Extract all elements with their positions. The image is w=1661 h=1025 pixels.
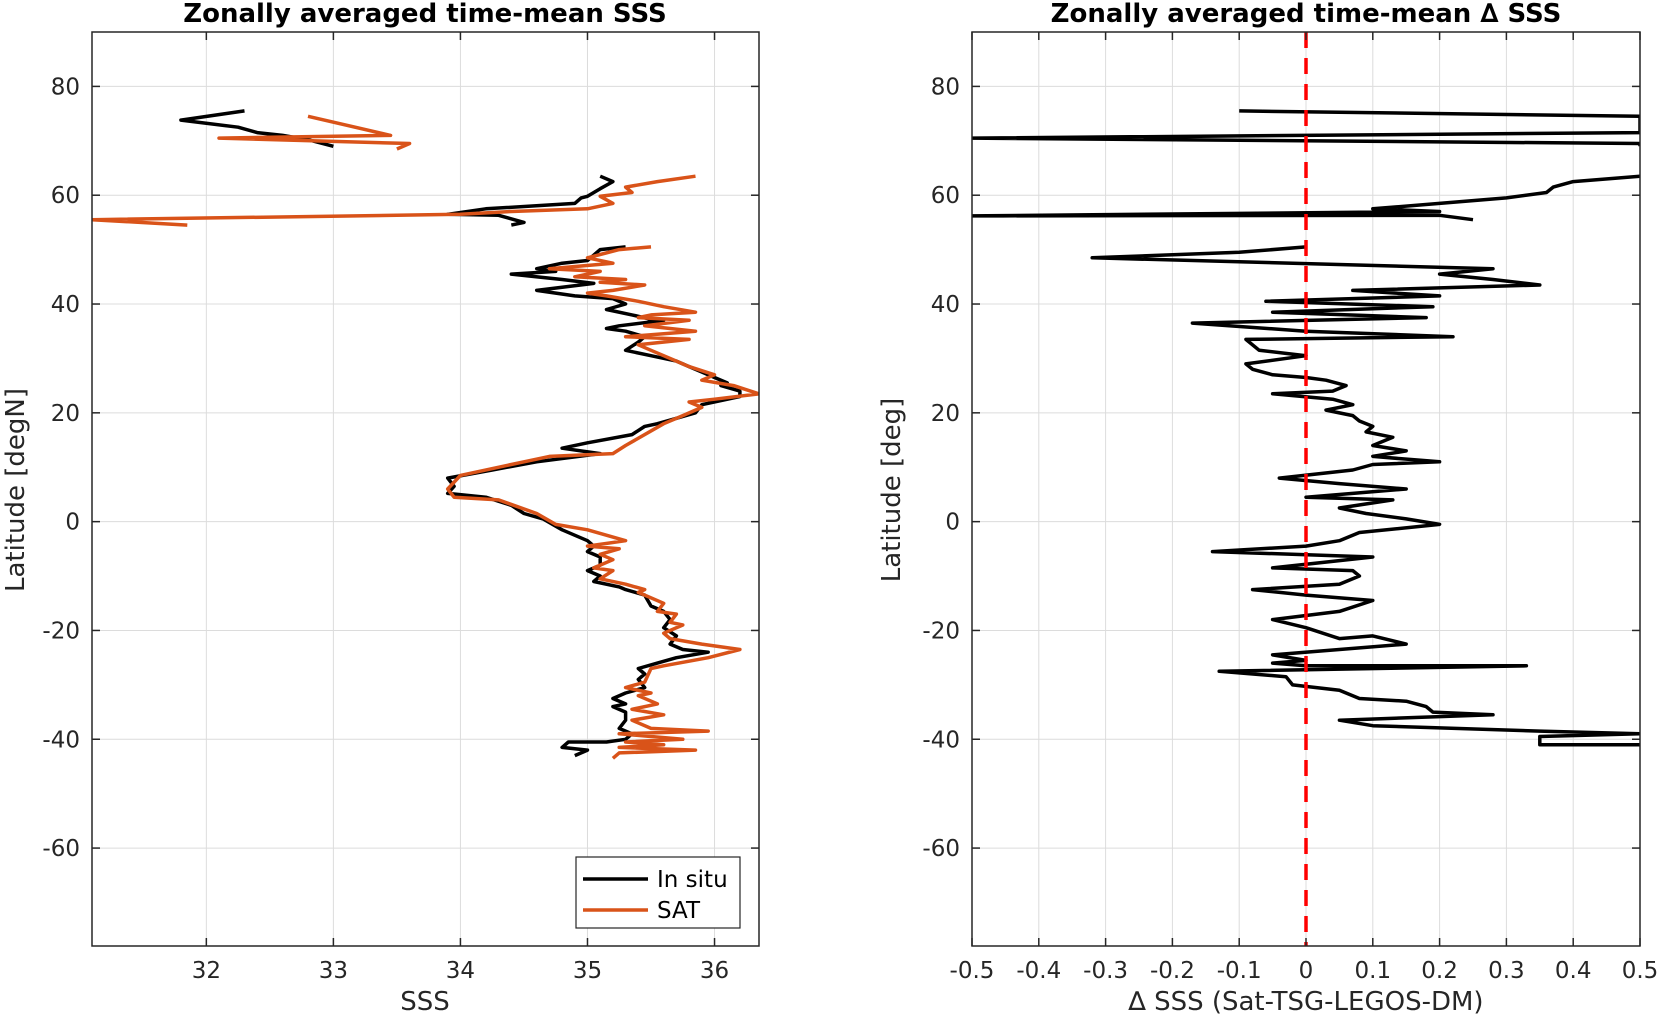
tick-labels: 32 33 34 35 36 -60 -40 -20 0 20 40 60 80 bbox=[42, 32, 759, 984]
x-tick-label: 0 bbox=[1299, 958, 1314, 984]
x-tick-label: -0.3 bbox=[1083, 958, 1128, 984]
y-tick-label: -20 bbox=[42, 618, 80, 644]
y-tick-label: 20 bbox=[931, 401, 960, 427]
chart-title: Zonally averaged time-mean SSS bbox=[183, 0, 667, 29]
y-tick-label: -60 bbox=[922, 836, 960, 862]
x-tick-label: -0.1 bbox=[1217, 958, 1262, 984]
chart-title: Zonally averaged time-mean ∆ SSS bbox=[1051, 0, 1562, 29]
y-tick-label: 0 bbox=[65, 510, 80, 536]
x-tick-label: 0.4 bbox=[1555, 958, 1592, 984]
legend-label-insitu: In situ bbox=[657, 867, 728, 893]
x-tick-label: 0.3 bbox=[1488, 958, 1525, 984]
x-tick-label: -0.2 bbox=[1150, 958, 1195, 984]
series-group bbox=[92, 109, 759, 760]
series-line-sat bbox=[445, 245, 759, 760]
grid bbox=[92, 32, 759, 946]
x-tick-label: -0.5 bbox=[950, 958, 995, 984]
legend-box bbox=[575, 856, 741, 929]
y-axis-label: Latitude [degN] bbox=[1, 388, 31, 592]
y-tick-label: 0 bbox=[945, 510, 960, 536]
y-tick-label: -40 bbox=[42, 727, 80, 753]
delta-sss-panel: -0.5 -0.4 -0.3 -0.2 -0.1 0 0.1 0.2 0.3 0.4 0.5 -60 -… bbox=[877, 0, 1658, 1017]
x-tick-label: -0.4 bbox=[1016, 958, 1061, 984]
y-tick-label: 40 bbox=[51, 292, 80, 318]
plot-area bbox=[92, 32, 759, 946]
axes-box bbox=[91, 31, 760, 947]
y-tick-label: 40 bbox=[931, 292, 960, 318]
x-tick-label: 32 bbox=[192, 958, 221, 984]
series-line-sat bbox=[217, 114, 412, 151]
x-axis-label: ∆ SSS (Sat-TSG-LEGOS-DM) bbox=[1127, 987, 1483, 1017]
y-tick-label: -40 bbox=[922, 727, 960, 753]
y-tick-label: 20 bbox=[51, 401, 80, 427]
legend: In situ SAT bbox=[575, 856, 741, 929]
series-line bbox=[972, 109, 1640, 147]
y-tick-label: 60 bbox=[931, 183, 960, 209]
series-line-in-situ bbox=[445, 245, 742, 758]
y-tick-label: 80 bbox=[51, 74, 80, 100]
x-tick-label: 0.1 bbox=[1355, 958, 1392, 984]
x-tick-label: 0.2 bbox=[1421, 958, 1458, 984]
x-tick-label: 36 bbox=[700, 958, 729, 984]
y-tick-label: 80 bbox=[931, 74, 960, 100]
series-line bbox=[1090, 245, 1640, 747]
x-tick-label: 33 bbox=[319, 958, 348, 984]
legend-label-sat: SAT bbox=[657, 898, 701, 924]
x-tick-label: 34 bbox=[446, 958, 475, 984]
series-line bbox=[972, 174, 1640, 222]
y-tick-label: -60 bbox=[42, 836, 80, 862]
series-group bbox=[972, 109, 1640, 747]
y-tick-label: -20 bbox=[922, 618, 960, 644]
x-tick-label: 35 bbox=[573, 958, 602, 984]
tick-labels: -0.5 -0.4 -0.3 -0.2 -0.1 0 0.1 0.2 0.3 0.4 0.5 -60 -… bbox=[922, 32, 1658, 984]
x-axis-label: SSS bbox=[400, 987, 450, 1017]
series-line-in-situ bbox=[445, 174, 615, 227]
y-axis-label: Latitude [deg] bbox=[877, 398, 907, 583]
sss-panel: 32 33 34 35 36 -60 -40 -20 0 20 40 60 80 Zonally ave… bbox=[1, 0, 760, 1017]
series-line-sat bbox=[92, 174, 696, 227]
x-tick-label: 0.5 bbox=[1622, 958, 1659, 984]
y-tick-label: 60 bbox=[51, 183, 80, 209]
